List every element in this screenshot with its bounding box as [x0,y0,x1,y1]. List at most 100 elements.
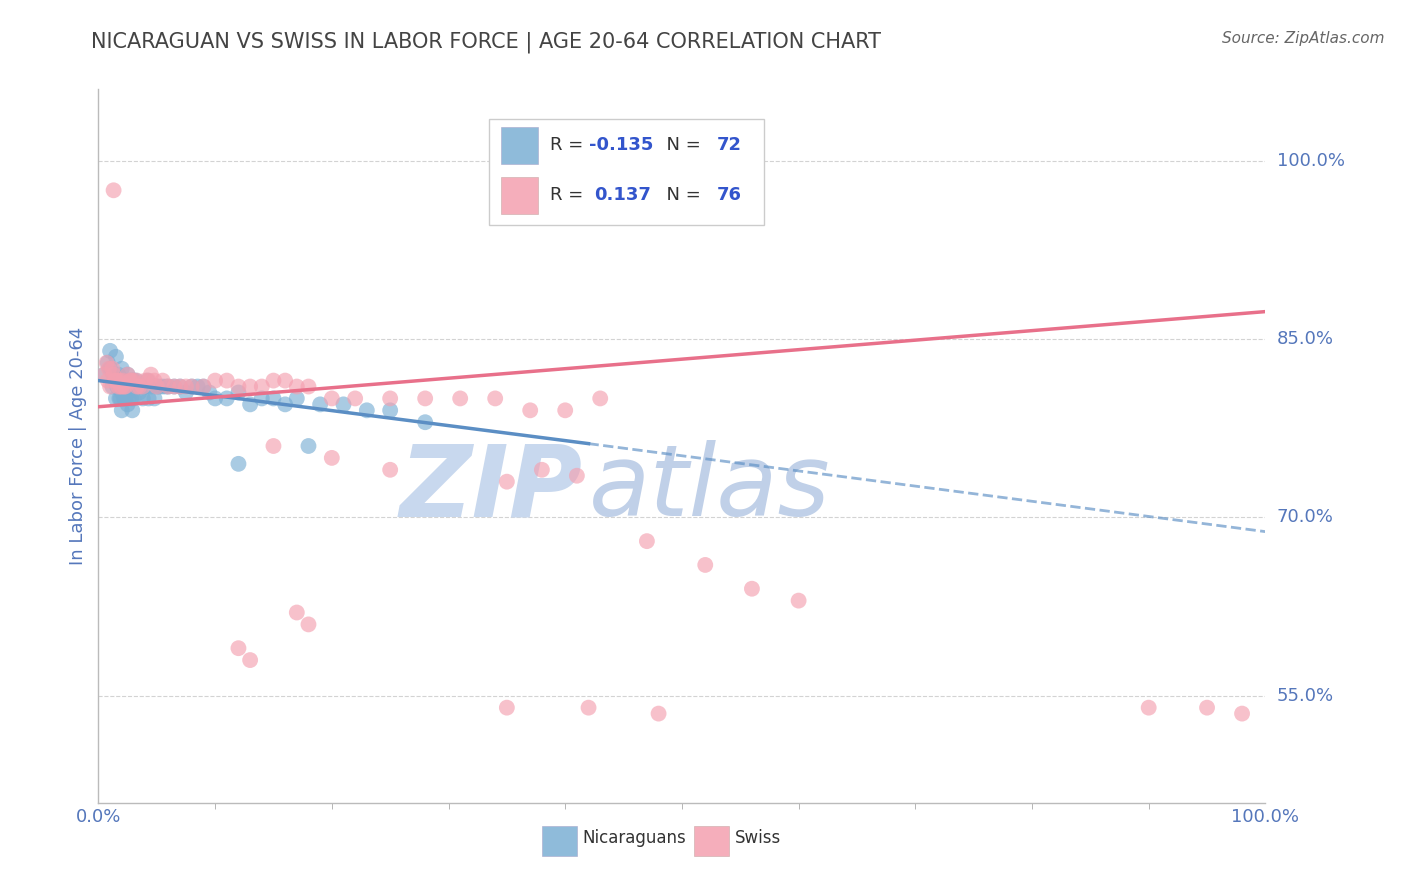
Point [132,379,155,393]
Point [114,379,136,393]
Point [103,368,125,382]
FancyBboxPatch shape [501,127,538,164]
Point [250,392,273,406]
Point [1195,700,1218,714]
Point [519,403,541,417]
Point [578,700,600,714]
Point [125,379,148,393]
FancyBboxPatch shape [501,177,538,214]
Point [228,379,250,393]
Point [108,374,131,388]
Point [129,379,152,393]
Point [111,374,134,388]
Point [120,374,142,388]
Text: 76: 76 [717,186,742,203]
Point [554,403,576,417]
Point [297,617,319,632]
Point [239,379,262,393]
Point [146,379,169,393]
Point [152,374,174,388]
Point [163,379,186,393]
Point [187,379,209,393]
Point [134,374,156,388]
Point [228,385,250,400]
Point [110,379,132,393]
Point [239,653,262,667]
FancyBboxPatch shape [541,826,576,856]
Point [134,379,156,393]
Point [112,374,135,388]
Point [112,392,135,406]
Point [163,379,186,393]
Text: N =: N = [655,136,707,153]
Point [496,475,519,489]
Point [96,356,118,370]
Point [180,379,202,393]
Point [285,379,308,393]
Point [111,379,134,393]
Point [114,379,136,393]
Point [93,368,115,382]
Text: Nicaraguans: Nicaraguans [582,830,686,847]
Point [111,385,134,400]
Point [215,392,238,406]
Point [204,374,226,388]
Point [215,374,238,388]
Point [155,379,177,393]
Point [530,463,553,477]
Point [228,457,250,471]
Point [344,392,367,406]
Point [138,392,160,406]
Point [138,374,160,388]
Point [180,379,202,393]
Point [105,379,128,393]
Point [117,385,139,400]
Point [1137,700,1160,714]
Point [174,379,197,393]
Point [117,397,139,411]
Point [297,379,319,393]
Point [647,706,669,721]
Point [101,379,124,393]
Text: -0.135: -0.135 [589,136,652,153]
Point [107,368,129,382]
Point [380,392,402,406]
Point [356,403,378,417]
Point [228,641,250,656]
Point [111,374,134,388]
Point [139,368,162,382]
Point [274,397,297,411]
Point [103,183,125,197]
Text: ZIP: ZIP [399,441,582,537]
Point [111,361,134,376]
Point [98,361,121,376]
Point [413,392,436,406]
Point [104,374,127,388]
Point [114,392,136,406]
FancyBboxPatch shape [693,826,728,856]
Point [112,379,135,393]
Point [285,606,308,620]
Point [193,379,215,393]
Point [695,558,717,572]
Point [193,379,215,393]
Point [104,374,127,388]
Point [93,368,115,382]
Point [321,450,343,465]
Point [97,361,120,376]
Point [120,374,142,388]
Point [496,700,519,714]
Point [101,361,124,376]
Point [98,379,121,393]
Point [741,582,763,596]
Point [120,392,142,406]
Text: atlas: atlas [589,441,830,537]
Point [108,392,131,406]
Y-axis label: In Labor Force | Age 20-64: In Labor Force | Age 20-64 [69,326,87,566]
Point [274,374,297,388]
Text: 100.0%: 100.0% [1277,152,1344,169]
Text: NICARAGUAN VS SWISS IN LABOR FORCE | AGE 20-64 CORRELATION CHART: NICARAGUAN VS SWISS IN LABOR FORCE | AGE… [91,31,882,53]
Point [118,374,141,388]
Point [111,403,134,417]
Point [122,392,145,406]
